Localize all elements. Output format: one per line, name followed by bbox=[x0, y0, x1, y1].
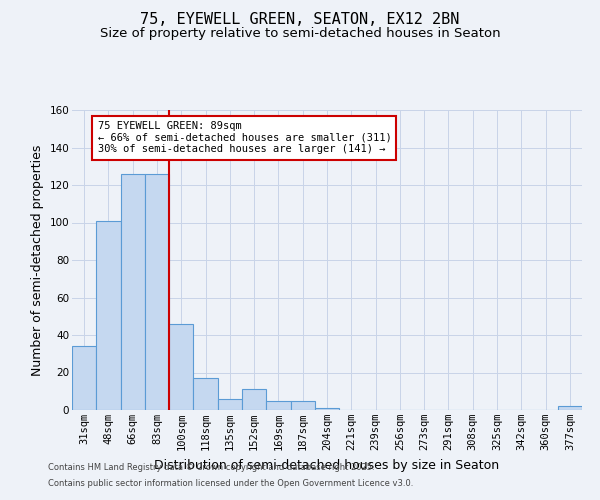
Bar bbox=[558, 406, 582, 410]
Bar bbox=[169, 324, 193, 410]
Bar bbox=[121, 174, 145, 410]
Bar bbox=[315, 408, 339, 410]
Bar bbox=[96, 220, 121, 410]
Bar bbox=[266, 400, 290, 410]
Text: 75 EYEWELL GREEN: 89sqm
← 66% of semi-detached houses are smaller (311)
30% of s: 75 EYEWELL GREEN: 89sqm ← 66% of semi-de… bbox=[97, 121, 391, 154]
Y-axis label: Number of semi-detached properties: Number of semi-detached properties bbox=[31, 144, 44, 376]
Text: Contains HM Land Registry data © Crown copyright and database right 2025.: Contains HM Land Registry data © Crown c… bbox=[48, 464, 374, 472]
Bar bbox=[72, 346, 96, 410]
Bar bbox=[242, 390, 266, 410]
Bar bbox=[218, 399, 242, 410]
Text: 75, EYEWELL GREEN, SEATON, EX12 2BN: 75, EYEWELL GREEN, SEATON, EX12 2BN bbox=[140, 12, 460, 28]
Bar bbox=[290, 400, 315, 410]
X-axis label: Distribution of semi-detached houses by size in Seaton: Distribution of semi-detached houses by … bbox=[154, 458, 500, 471]
Text: Size of property relative to semi-detached houses in Seaton: Size of property relative to semi-detach… bbox=[100, 28, 500, 40]
Text: Contains public sector information licensed under the Open Government Licence v3: Contains public sector information licen… bbox=[48, 478, 413, 488]
Bar bbox=[193, 378, 218, 410]
Bar bbox=[145, 174, 169, 410]
